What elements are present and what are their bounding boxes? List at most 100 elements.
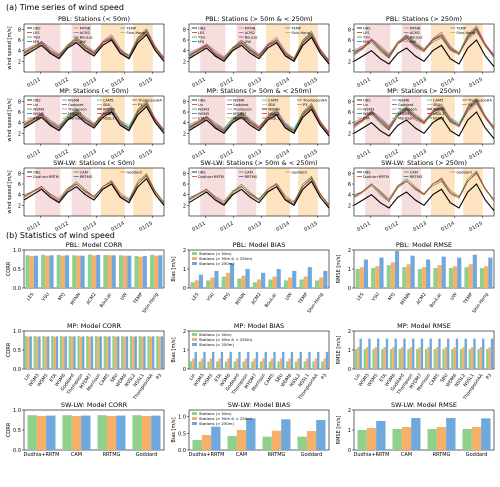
legend-label: ThompsonAA [467, 99, 492, 103]
bar [125, 336, 129, 369]
bar [359, 267, 364, 288]
bar [198, 274, 203, 288]
bar-category-label: CAM [401, 452, 412, 458]
legend-label: Goddard [456, 171, 471, 175]
ts-panel: SW-LW: Stations (> 50m & < 250m) 2 4 6 8 01/1… [183, 159, 330, 233]
bar-category-label: SBU [109, 373, 119, 384]
ts-ytick-label: 4 [18, 121, 21, 127]
day-band [101, 96, 125, 144]
bar [203, 351, 206, 369]
bar [392, 429, 402, 450]
bar [268, 361, 271, 369]
bar [251, 361, 254, 369]
bar-ytick-label: 0.0 [13, 367, 21, 373]
legend-label: Stations (< 50m) [199, 251, 232, 256]
ts-xtick-label: 01/14 [440, 221, 455, 233]
ts-panel-title: SW-LW: Stations (< 50m) [53, 159, 135, 167]
ts-ytick-label: 2 [348, 203, 351, 209]
bar [379, 257, 384, 288]
legend-label: NSSL2 [103, 112, 115, 116]
series-line-lin [188, 105, 330, 134]
ts-ytick-label: 4 [18, 49, 21, 55]
ts-xtick-label: 01/11 [26, 77, 41, 89]
bar [41, 254, 46, 288]
bar [156, 335, 159, 369]
ts-ylabel: wind speed [m/s] [7, 98, 13, 141]
legend-swatch [192, 333, 197, 336]
legend-label: Goddard [68, 103, 83, 107]
bar [256, 279, 262, 288]
bar [46, 415, 56, 450]
bar-ytick-label: 0.5 [178, 431, 186, 437]
legend-label: OBS [33, 27, 41, 31]
bar [87, 254, 92, 288]
legend-label: SBU [433, 103, 441, 107]
bar [64, 336, 67, 369]
legend-label: Dudhia+RRTM [198, 175, 224, 179]
legend-label: WSM5 [363, 112, 374, 116]
ts-ytick-label: 8 [348, 171, 351, 177]
legend-swatch [192, 338, 197, 341]
bar [212, 351, 215, 369]
ts-xtick-label: 01/15 [138, 221, 153, 233]
bar [198, 361, 201, 369]
legend-label: WSM3 [198, 108, 209, 112]
bar [105, 336, 109, 369]
bar [76, 255, 81, 288]
day-band [365, 24, 391, 72]
legend-label: MYDM7 [398, 112, 411, 116]
legend-label: ThompsonAA [302, 99, 327, 103]
day-band [266, 168, 290, 216]
bar [68, 335, 71, 369]
bar-category-label: Dudhia+RRTM [24, 452, 60, 458]
bar [91, 255, 97, 288]
bar [394, 338, 397, 369]
legend-label: Thompson [397, 108, 417, 112]
bar-ylabel: Bias [m/s] [171, 337, 177, 362]
legend-label: OBS [363, 171, 371, 175]
ts-ytick-label: 6 [348, 38, 351, 44]
bar [227, 358, 230, 369]
bar [437, 265, 442, 288]
bar [253, 358, 256, 369]
bar [36, 416, 47, 450]
ts-ytick-label: 2 [183, 59, 186, 65]
day-band [463, 168, 483, 216]
bar-ytick-label: 0.5 [13, 348, 21, 354]
legend-label: OBS [363, 27, 371, 31]
legend-label: MYNN [410, 27, 421, 31]
ts-ytick-label: 2 [183, 203, 186, 209]
legend-label: YSU [198, 36, 205, 40]
legend-label: Goddard [126, 171, 141, 175]
bar-ytick-label: 0.0 [13, 286, 21, 292]
ts-ytick-label: 2 [18, 131, 21, 137]
bar-category-label: Lin [188, 373, 197, 382]
legend-swatch [192, 252, 197, 255]
ts-axes-frame [353, 95, 495, 145]
bar-category-label: Goddard [136, 452, 158, 458]
bar [220, 351, 224, 369]
series-line-lin [353, 100, 495, 131]
day-band [71, 168, 92, 216]
bar-ylabel: RMSE [m/s] [336, 416, 342, 445]
bar [357, 430, 367, 450]
bar [372, 349, 375, 369]
bar [35, 336, 39, 369]
bar [433, 349, 436, 369]
legend-label: MYJ [363, 40, 369, 44]
bar [376, 421, 386, 450]
legend-label: CAM [245, 171, 253, 175]
bar [132, 415, 142, 450]
bar [427, 347, 430, 369]
bar [321, 361, 324, 369]
bar [97, 336, 100, 369]
bar [103, 335, 106, 369]
bar [477, 349, 480, 369]
ts-xtick-label: 01/11 [356, 149, 371, 161]
bar [429, 338, 432, 369]
bar-category-label: Goddard [301, 452, 323, 458]
